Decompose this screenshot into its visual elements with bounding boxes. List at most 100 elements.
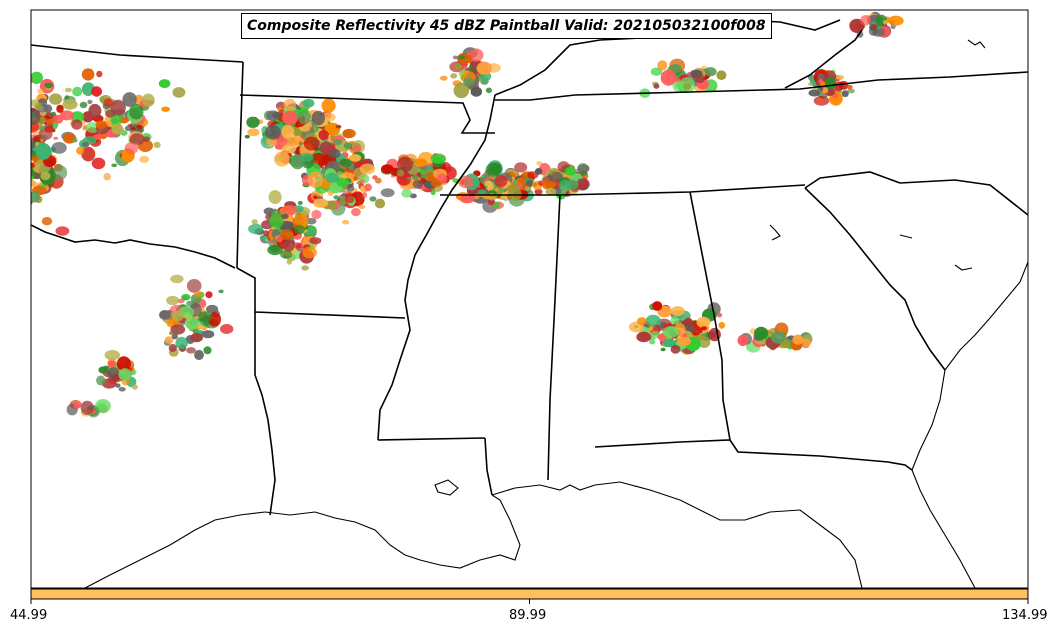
- reflectivity-blob: [309, 126, 314, 130]
- reflectivity-blob: [104, 350, 121, 361]
- reflectivity-blob: [73, 402, 80, 409]
- reflectivity-blob: [182, 296, 187, 301]
- reflectivity-blob: [327, 191, 334, 196]
- reflectivity-blob: [40, 171, 51, 181]
- reflectivity-blob: [91, 157, 106, 170]
- reflectivity-blob: [41, 217, 53, 226]
- reflectivity-blob: [343, 142, 352, 149]
- reflectivity-blob: [101, 378, 117, 389]
- reflectivity-blob: [704, 67, 717, 77]
- reflectivity-blob: [80, 400, 94, 415]
- reflectivity-blob: [201, 330, 215, 339]
- reflectivity-blob: [534, 188, 543, 195]
- reflectivity-blob: [808, 89, 821, 97]
- reflectivity-blob: [37, 88, 44, 95]
- reflectivity-blob: [754, 326, 769, 340]
- reflectivity-blob: [297, 200, 303, 205]
- reflectivity-blob: [53, 136, 59, 140]
- reflectivity-blob: [808, 82, 813, 86]
- reflectivity-blob: [326, 200, 337, 210]
- reflectivity-blob: [458, 175, 474, 189]
- reflectivity-blob: [524, 186, 532, 192]
- reflectivity-blob: [670, 306, 685, 317]
- reflectivity-blob: [164, 336, 174, 344]
- reflectivity-blob: [166, 295, 180, 306]
- reflectivity-blob: [887, 15, 904, 26]
- reflectivity-blob: [40, 184, 46, 188]
- reflectivity-blob: [401, 189, 413, 198]
- reflectivity-blob: [87, 99, 93, 105]
- reflectivity-blob: [274, 151, 290, 167]
- reflectivity-blob: [412, 179, 423, 189]
- reflectivity-blob: [45, 119, 54, 125]
- reflectivity-blob: [130, 127, 136, 131]
- reflectivity-blob: [141, 93, 155, 107]
- reflectivity-blob: [670, 344, 681, 354]
- reflectivity-blob: [72, 138, 78, 143]
- reflectivity-blob: [440, 75, 448, 81]
- reflectivity-blob: [72, 86, 83, 97]
- reflectivity-blob: [454, 62, 462, 70]
- reflectivity-blob: [342, 128, 356, 139]
- reflectivity-blob: [352, 144, 361, 154]
- reflectivity-blob: [412, 174, 419, 181]
- reflectivity-blob: [737, 334, 749, 347]
- reflectivity-blob: [44, 82, 53, 89]
- reflectivity-blob: [534, 168, 543, 175]
- reflectivity-blob: [835, 74, 845, 80]
- reflectivity-blob: [649, 340, 656, 345]
- reflectivity-blob: [770, 331, 786, 344]
- reflectivity-blob: [268, 190, 282, 205]
- reflectivity-blob: [159, 310, 171, 320]
- reflectivity-blob: [110, 114, 123, 127]
- reflectivity-blob: [81, 146, 96, 162]
- reflectivity-blob: [513, 179, 517, 185]
- reflectivity-blob: [309, 237, 322, 245]
- reflectivity-blob: [16, 151, 25, 157]
- reflectivity-blob: [581, 171, 588, 176]
- reflectivity-blob: [362, 192, 368, 198]
- reflectivity-blob: [660, 69, 677, 86]
- reflectivity-blob: [493, 202, 501, 209]
- reflectivity-blob: [459, 194, 475, 204]
- reflectivity-blob: [292, 242, 303, 249]
- reflectivity-blob: [526, 179, 533, 187]
- reflectivity-blob: [81, 142, 90, 147]
- reflectivity-blob: [657, 60, 668, 71]
- reflectivity-blob: [660, 347, 666, 352]
- reflectivity-blob: [26, 130, 30, 134]
- reflectivity-blob: [103, 98, 114, 107]
- reflectivity-blob: [369, 196, 377, 202]
- reflectivity-blob: [321, 98, 336, 113]
- reflectivity-blob: [662, 338, 676, 348]
- colorbar-fill: [30, 588, 1029, 600]
- reflectivity-blob: [695, 74, 705, 84]
- reflectivity-blob: [653, 83, 660, 89]
- reflectivity-blob: [645, 314, 661, 327]
- reflectivity-blob: [44, 126, 54, 133]
- reflectivity-blob: [669, 64, 682, 73]
- reflectivity-blob: [431, 154, 446, 164]
- reflectivity-blob: [818, 78, 824, 84]
- reflectivity-blob: [17, 165, 27, 174]
- reflectivity-blob: [316, 176, 323, 181]
- reflectivity-blob: [374, 198, 386, 209]
- reflectivity-blob: [565, 166, 576, 176]
- reflectivity-blob: [359, 163, 376, 175]
- reflectivity-blob: [281, 205, 298, 215]
- reflectivity-blob: [34, 172, 42, 180]
- reflectivity-blob: [358, 204, 366, 209]
- reflectivity-blob: [396, 169, 405, 177]
- colorbar-tick-label-max: 134.99: [1002, 608, 1048, 623]
- reflectivity-blob: [280, 250, 293, 259]
- reflectivity-blob: [56, 104, 64, 113]
- reflectivity-blob: [20, 124, 30, 131]
- reflectivity-blob: [247, 128, 260, 137]
- reflectivity-blob: [308, 229, 314, 235]
- reflectivity-blob: [335, 124, 342, 129]
- reflectivity-blob: [259, 234, 267, 240]
- reflectivity-blob: [19, 139, 24, 144]
- reflectivity-blob: [684, 317, 693, 326]
- reflectivity-blob: [118, 368, 132, 381]
- reflectivity-blob: [333, 195, 340, 200]
